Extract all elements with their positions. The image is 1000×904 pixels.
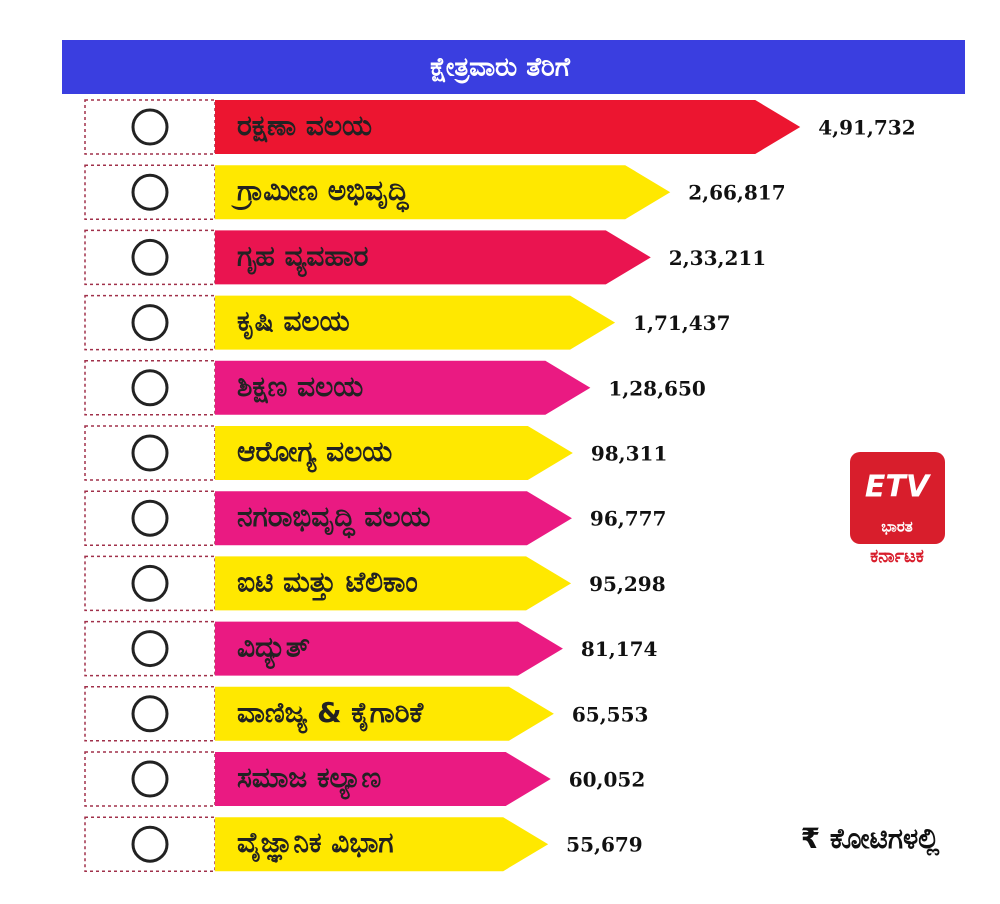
icon xyxy=(131,499,169,537)
category-label: ರಕ್ಷಣಾ ವಲಯ xyxy=(237,109,372,143)
icon xyxy=(131,630,169,668)
unit-note: ₹ ಕೋಟಿಗಳಲ್ಲಿ xyxy=(801,822,940,856)
value-label: 2,33,211 xyxy=(669,246,766,270)
category-label: ನಗರಾಭಿವೃದ್ಧಿ ವಲಯ xyxy=(237,500,431,538)
value-label: 96,777 xyxy=(590,507,667,531)
category-label: ಗ್ರಾಮೀಣ ಅಭಿವೃದ್ಧಿ xyxy=(230,174,409,212)
bar xyxy=(215,100,801,154)
icon-box xyxy=(84,164,216,220)
value-label: 4,91,732 xyxy=(818,116,915,140)
category-label: ವೈಜ್ಞಾನಿಕ ವಿಭಾಗ xyxy=(237,826,394,863)
icon xyxy=(131,304,169,342)
value-label: 98,311 xyxy=(591,442,668,466)
category-label: ಸಮಾಜ ಕಲ್ಯಾಣ xyxy=(237,761,381,800)
icon-box xyxy=(84,229,216,286)
logo-name: ಭಾರತ xyxy=(881,518,912,536)
value-label: 1,28,650 xyxy=(608,376,705,400)
icon-box xyxy=(84,751,216,807)
icon-box xyxy=(84,99,216,155)
logo: ETV ಭಾರತ ಕರ್ನಾಟಕ xyxy=(850,452,945,567)
value-label: 95,298 xyxy=(589,572,666,596)
category-label: ಗೃಹ ವ್ಯವಹಾರ xyxy=(237,239,369,276)
value-label: 81,174 xyxy=(581,637,658,661)
icon xyxy=(131,369,169,407)
category-label: ಐಟಿ ಮತ್ತು ಟೆಲಿಕಾಂ xyxy=(237,565,418,600)
bar xyxy=(215,360,591,415)
icon xyxy=(131,564,169,602)
icon-box xyxy=(84,816,216,872)
value-label: 55,679 xyxy=(566,833,643,857)
bar xyxy=(215,556,572,611)
category-label: ವಾಣಿಜ್ಯ & ಕೈಗಾರಿಕೆ xyxy=(237,696,424,733)
icon-box xyxy=(84,555,216,612)
category-label: ವಿದ್ಯುತ್ xyxy=(237,631,310,669)
value-label: 60,052 xyxy=(569,768,646,792)
icon xyxy=(131,825,169,863)
icon-box xyxy=(84,294,216,351)
icon-box xyxy=(84,490,216,546)
icon-box xyxy=(84,620,216,677)
icon xyxy=(131,238,169,276)
category-label: ಆರೋಗ್ಯ ವಲಯ xyxy=(237,435,392,472)
bar xyxy=(215,752,551,806)
chart-title: ಕ್ಷೇತ್ರವಾರು ತೆರಿಗೆ xyxy=(430,53,571,84)
icon xyxy=(131,108,169,146)
icon-box xyxy=(84,686,216,742)
logo-region: ಕರ್ನಾಟಕ xyxy=(870,546,924,567)
bar xyxy=(215,491,572,546)
icon-box xyxy=(84,425,216,481)
value-label: 1,71,437 xyxy=(633,311,730,335)
bar xyxy=(215,426,573,480)
category-label: ಕೃಷಿ ವಲಯ xyxy=(237,305,350,340)
logo-brand: ETV xyxy=(865,470,932,505)
bar xyxy=(215,165,671,220)
icon xyxy=(131,695,169,733)
icon xyxy=(131,760,169,798)
bar xyxy=(215,686,554,741)
icon xyxy=(131,173,169,211)
value-label: 2,66,817 xyxy=(688,181,785,205)
bar xyxy=(215,295,616,350)
bar xyxy=(215,817,549,872)
logo-box xyxy=(850,452,945,544)
bar xyxy=(215,230,651,285)
bar xyxy=(215,621,563,676)
category-label: ಶಿಕ್ಷಣ ವಲಯ xyxy=(237,370,363,404)
value-label: 65,553 xyxy=(572,702,649,726)
icon xyxy=(131,434,169,472)
icon-box xyxy=(84,360,216,416)
title-bar xyxy=(62,40,965,94)
